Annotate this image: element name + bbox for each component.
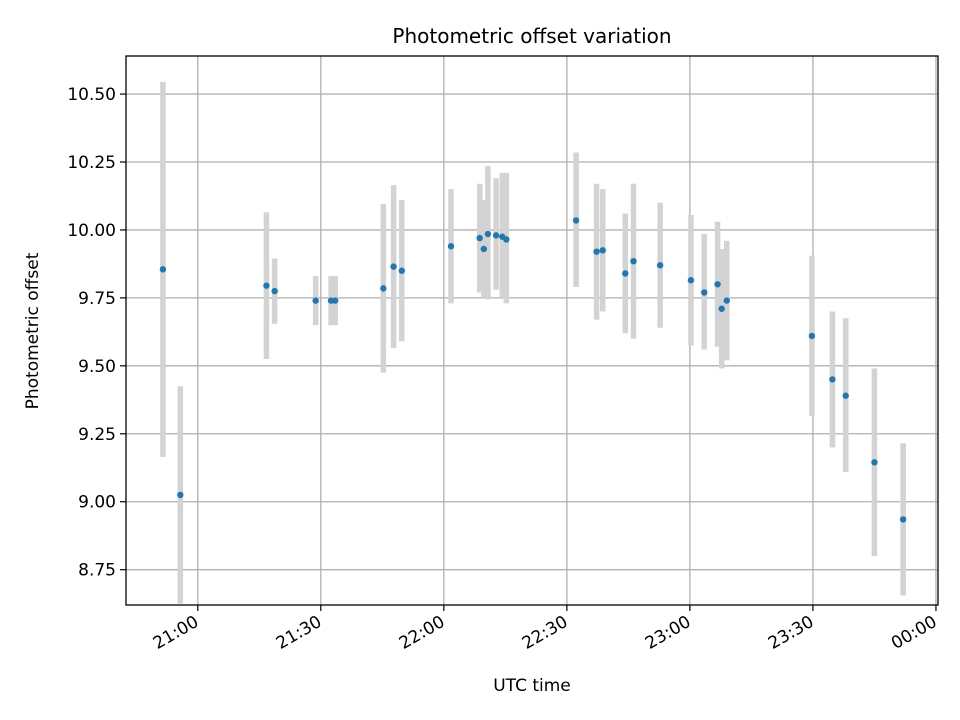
data-point [331, 297, 339, 304]
data-point [718, 305, 725, 312]
data-point [447, 243, 455, 250]
data-point [177, 491, 184, 499]
y-tick-label: 10.25 [67, 153, 116, 173]
data-point [398, 267, 405, 274]
data-point [484, 230, 492, 238]
data-points [159, 217, 907, 523]
data-point [599, 247, 606, 254]
plot-frame [125, 55, 939, 606]
data-point [630, 257, 637, 265]
y-tick-label: 10.50 [67, 85, 116, 105]
x-axis-label: UTC time [493, 676, 571, 696]
data-point [312, 297, 319, 304]
y-tick-label: 9.25 [78, 425, 116, 445]
y-axis-ticks: 8.75 9.00 9.25 9.50 9.75 10.00 10.25 10.50 [67, 85, 126, 581]
y-axis-label: Photometric offset [23, 252, 43, 409]
data-point [687, 277, 695, 284]
y-tick-label: 9.00 [78, 493, 116, 513]
data-point [159, 266, 167, 273]
data-point [622, 270, 629, 277]
data-point [380, 285, 387, 292]
data-point [593, 248, 600, 255]
data-point [899, 516, 907, 523]
data-point [842, 392, 849, 399]
data-point [271, 287, 278, 295]
data-point [701, 289, 708, 296]
y-tick-label: 8.75 [78, 561, 116, 581]
chart-title: Photometric offset variation [392, 24, 671, 48]
data-point [656, 262, 664, 269]
data-point [263, 282, 270, 289]
data-point [503, 236, 510, 243]
data-point [492, 232, 500, 239]
y-tick-label: 9.50 [78, 357, 116, 377]
y-tick-label: 10.00 [67, 221, 116, 241]
data-point [714, 281, 721, 288]
data-point [723, 297, 730, 304]
data-point [808, 332, 816, 340]
data-point [829, 376, 836, 383]
data-point [476, 234, 483, 242]
data-point [480, 245, 488, 253]
data-point [871, 459, 878, 466]
y-tick-label: 9.75 [78, 289, 116, 309]
data-point [390, 263, 397, 270]
data-point [572, 217, 580, 224]
